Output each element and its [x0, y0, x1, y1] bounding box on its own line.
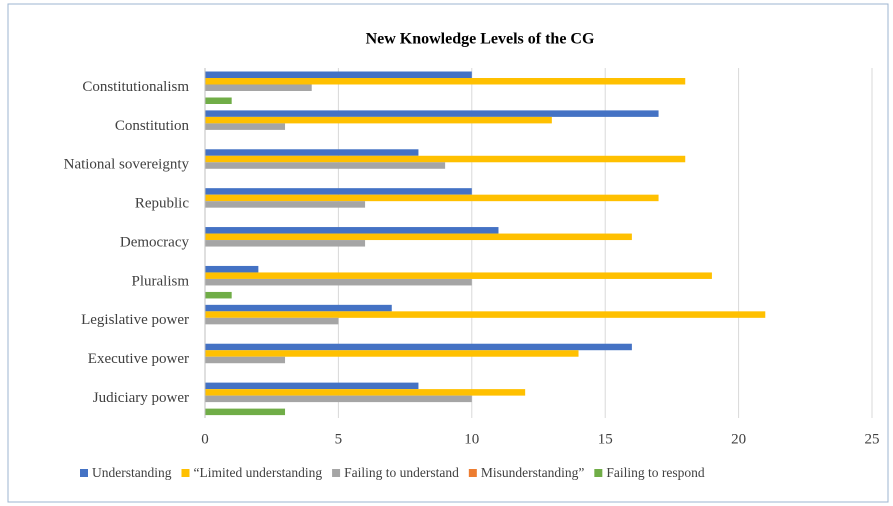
- bar: [205, 408, 286, 416]
- legend-label: Misunderstanding”: [481, 465, 585, 480]
- y-tick-label: Legislative power: [81, 312, 189, 328]
- y-tick-label: Executive power: [88, 351, 189, 367]
- bar: [205, 265, 259, 273]
- bar: [205, 116, 552, 124]
- bar: [205, 272, 712, 279]
- bar: [205, 149, 419, 156]
- bar: [205, 304, 392, 312]
- bar: [205, 155, 686, 163]
- bar: [205, 343, 632, 351]
- bar: [205, 71, 472, 78]
- bar: [205, 162, 446, 169]
- legend-swatch: [80, 469, 88, 477]
- legend-swatch: [181, 469, 190, 477]
- x-tick-label: 0: [201, 431, 209, 447]
- x-tick-label: 10: [464, 431, 479, 447]
- bar: [205, 201, 366, 208]
- y-tick-label: Democracy: [120, 234, 190, 250]
- bar: [205, 84, 312, 91]
- y-tick-label: Constitution: [115, 118, 190, 134]
- legend-label: Failing to respond: [606, 465, 704, 480]
- bar: [205, 382, 419, 390]
- x-tick-label: 15: [598, 431, 613, 447]
- bar: [205, 278, 472, 286]
- bar: [205, 389, 526, 396]
- y-tick-label: National sovereignty: [64, 157, 190, 173]
- legend-swatch: [594, 469, 603, 477]
- chart-frame: [7, 3, 889, 503]
- bar: [205, 97, 232, 104]
- legend-swatch: [468, 469, 477, 477]
- y-tick-label: Republic: [135, 196, 189, 212]
- bar: [205, 78, 686, 85]
- chart-title: New Knowledge Levels of the CG: [366, 31, 595, 48]
- legend-swatch: [332, 469, 341, 477]
- x-tick-label: 5: [335, 431, 343, 447]
- bar: [205, 110, 659, 117]
- legend-label: Understanding: [92, 465, 172, 480]
- bar: [205, 311, 766, 318]
- y-tick-label: Constitutionalism: [82, 79, 189, 95]
- bar: [205, 233, 632, 241]
- legend-label: Failing to understand: [344, 465, 459, 480]
- bar: [205, 350, 579, 357]
- bar: [205, 356, 286, 364]
- bar: [205, 395, 472, 403]
- y-tick-label: Pluralism: [131, 273, 189, 289]
- bar: [205, 194, 659, 202]
- bar: [205, 317, 339, 325]
- legend-label: “Limited understanding: [193, 465, 322, 480]
- bar: [205, 227, 499, 234]
- bar: [205, 188, 472, 195]
- bar: [205, 240, 366, 247]
- bar: [205, 291, 232, 299]
- x-tick-label: 25: [865, 431, 880, 447]
- x-tick-label: 20: [731, 431, 746, 447]
- bar: [205, 123, 286, 130]
- y-tick-label: Judiciary power: [93, 390, 189, 406]
